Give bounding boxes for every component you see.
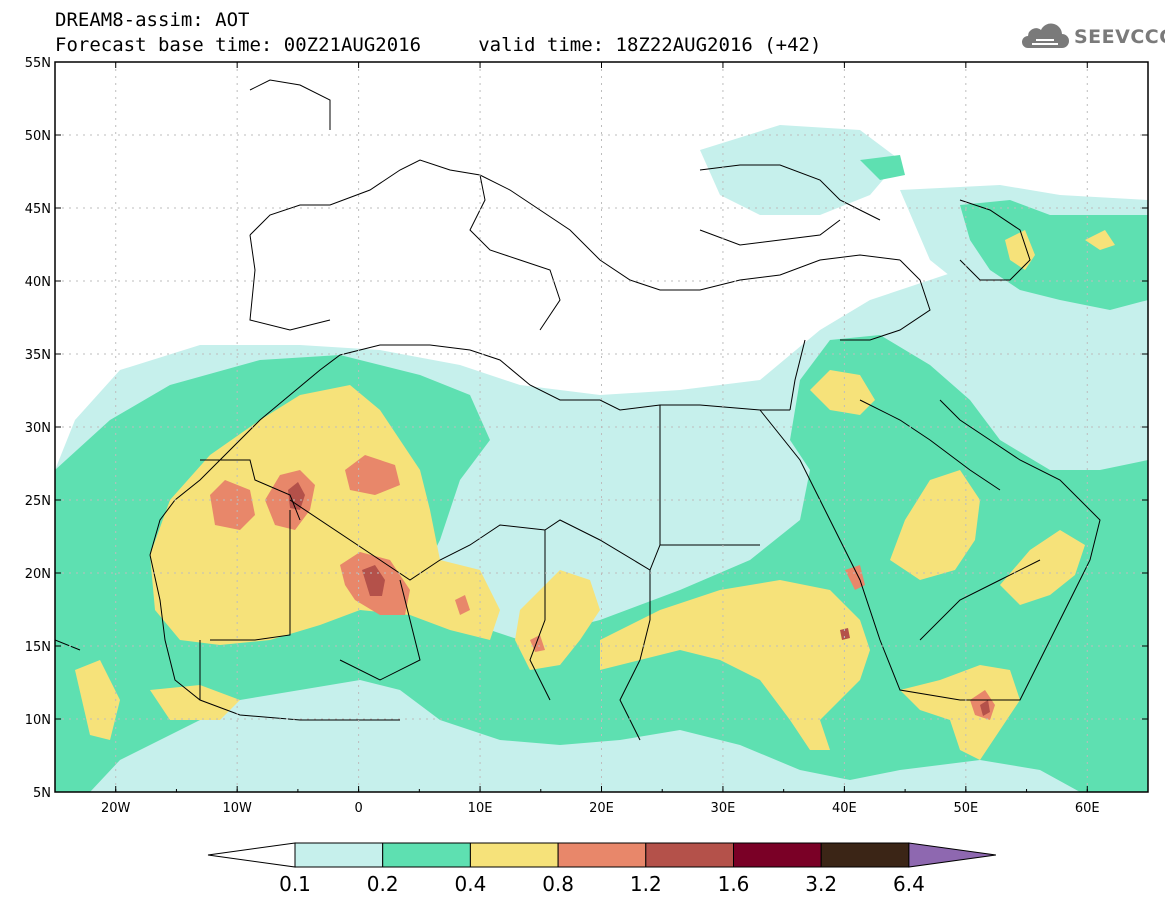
lat-label: 35N [25, 348, 51, 363]
aot-contour-fields [55, 125, 1148, 792]
longitude-labels: 20W 10W 0 10E 20E 30E 40E 50E 60E [101, 801, 1100, 816]
axis-ticks [54, 61, 1149, 793]
colorbar-segment [294, 842, 384, 868]
chart-title: DREAM8-assim: AOT [55, 9, 250, 31]
forecast-time-info: Forecast base time: 00Z21AUG2016 valid t… [55, 34, 822, 56]
brand-name: SEEVCCC [1074, 26, 1165, 48]
colorbar-low-extension [207, 842, 296, 868]
colorbar-level-label: 6.4 [893, 872, 925, 896]
lat-label: 20N [25, 567, 51, 582]
lon-label: 10E [468, 801, 493, 816]
map-gridlines [55, 62, 1148, 792]
colorbar-segment [645, 842, 734, 868]
colorbar-segment [469, 842, 559, 868]
aot-band-1.2-1.6 [288, 482, 990, 716]
aot-colorbar [207, 842, 996, 868]
colorbar-labels: 0.1 0.2 0.4 0.8 1.2 1.6 3.2 6.4 [279, 872, 925, 896]
lon-label: 10W [222, 801, 252, 816]
colorbar-high-extension [908, 842, 996, 868]
coastlines-and-borders [55, 79, 1101, 741]
lat-label: 25N [25, 494, 51, 509]
lat-label: 10N [25, 713, 51, 728]
colorbar-level-label: 0.2 [367, 872, 399, 896]
colorbar-level-label: 1.2 [630, 872, 662, 896]
lat-label: 40N [25, 275, 51, 290]
lon-label: 20W [101, 801, 131, 816]
lat-label: 50N [25, 129, 51, 144]
colorbar-segment [382, 842, 471, 868]
latitude-labels: 55N 50N 45N 40N 35N 30N 25N 20N 15N 10N 5N [25, 56, 51, 801]
lon-label: 40E [832, 801, 857, 816]
lon-label: 0 [354, 801, 362, 816]
lat-label: 45N [25, 202, 51, 217]
lat-label: 30N [25, 421, 51, 436]
colorbar-segment [733, 842, 822, 868]
colorbar-level-label: 1.6 [718, 872, 750, 896]
lat-label: 5N [33, 786, 51, 801]
colorbar-level-label: 0.1 [279, 872, 311, 896]
seevccc-logo: SEEVCCC [1018, 22, 1165, 52]
lon-label: 60E [1075, 801, 1100, 816]
colorbar-level-label: 0.4 [454, 872, 486, 896]
colorbar-segment [820, 842, 910, 868]
colorbar-level-label: 3.2 [805, 872, 837, 896]
lon-label: 20E [589, 801, 614, 816]
colorbar-segment [557, 842, 647, 868]
cloud-icon [1022, 23, 1069, 48]
colorbar-level-label: 0.8 [542, 872, 574, 896]
lon-label: 50E [953, 801, 978, 816]
lat-label: 55N [25, 56, 51, 71]
lat-label: 15N [25, 640, 51, 655]
lon-label: 30E [711, 801, 736, 816]
